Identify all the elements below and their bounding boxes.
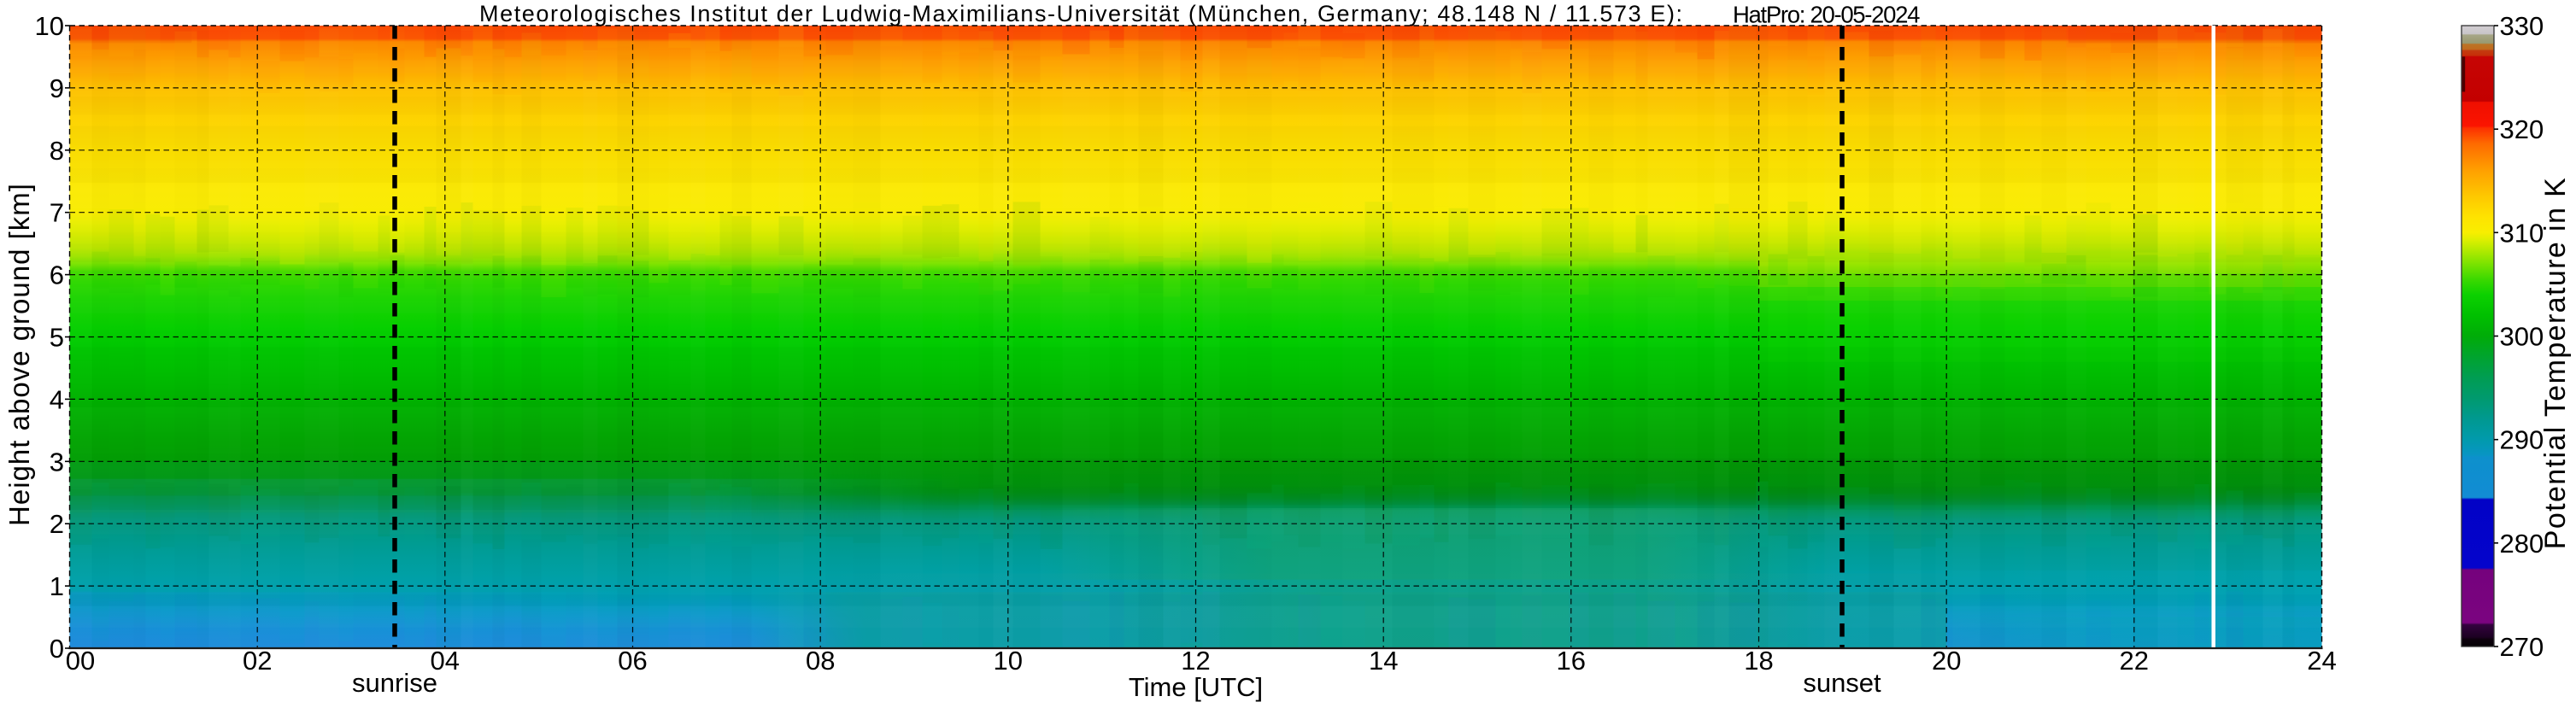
svg-text:Height above ground [km]: Height above ground [km] <box>3 183 35 526</box>
svg-text:10: 10 <box>35 11 64 41</box>
svg-text:16: 16 <box>1557 646 1586 676</box>
svg-text:3: 3 <box>50 447 64 477</box>
svg-text:18: 18 <box>1744 646 1773 676</box>
svg-text:12: 12 <box>1181 646 1210 676</box>
svg-text:270: 270 <box>2500 632 2544 662</box>
svg-text:14: 14 <box>1369 646 1398 676</box>
svg-text:310: 310 <box>2500 218 2544 248</box>
svg-text:1: 1 <box>50 571 64 601</box>
svg-text:6: 6 <box>50 260 64 290</box>
svg-text:08: 08 <box>806 646 835 676</box>
svg-text:24: 24 <box>2307 646 2336 676</box>
svg-text:10: 10 <box>994 646 1023 676</box>
svg-text:22: 22 <box>2120 646 2149 676</box>
svg-text:8: 8 <box>50 136 64 166</box>
svg-text:00: 00 <box>66 646 95 676</box>
svg-text:290: 290 <box>2500 425 2544 455</box>
svg-text:9: 9 <box>50 73 64 103</box>
svg-text:7: 7 <box>50 198 64 228</box>
svg-text:330: 330 <box>2500 11 2544 41</box>
svg-text:20: 20 <box>1932 646 1961 676</box>
svg-text:sunset: sunset <box>1803 668 1881 698</box>
svg-text:Potential Temperature in K: Potential Temperature in K <box>2539 177 2572 549</box>
svg-text:sunrise: sunrise <box>352 668 437 698</box>
svg-text:06: 06 <box>618 646 647 676</box>
svg-text:4: 4 <box>50 384 64 414</box>
svg-text:2: 2 <box>50 509 64 539</box>
svg-text:0: 0 <box>50 634 64 664</box>
svg-text:HatPro: 20-05-2024: HatPro: 20-05-2024 <box>1733 2 1920 28</box>
svg-text:320: 320 <box>2500 114 2544 144</box>
svg-text:02: 02 <box>243 646 272 676</box>
svg-text:Meteorologisches Institut der: Meteorologisches Institut der Ludwig-Max… <box>479 1 1684 26</box>
svg-text:300: 300 <box>2500 322 2544 352</box>
svg-text:04: 04 <box>431 646 460 676</box>
svg-text:Time [UTC]: Time [UTC] <box>1129 672 1263 702</box>
svg-text:280: 280 <box>2500 529 2544 559</box>
svg-text:5: 5 <box>50 323 64 353</box>
